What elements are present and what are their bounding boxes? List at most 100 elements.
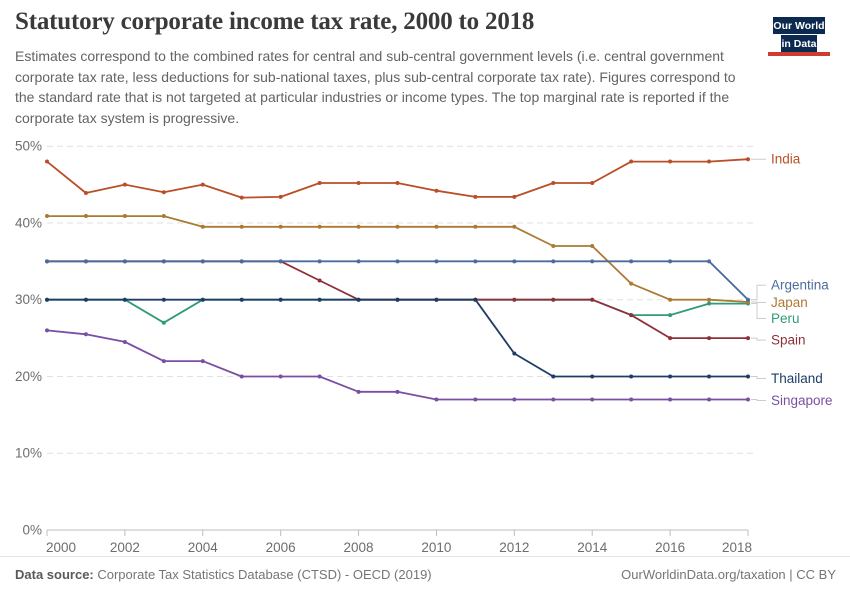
y-tick-label: 30% (15, 292, 42, 307)
series-label-argentina[interactable]: Argentina (771, 278, 829, 293)
data-point (161, 259, 166, 264)
data-point (551, 259, 556, 264)
data-point (317, 181, 322, 186)
data-point (590, 374, 595, 379)
data-point (83, 297, 88, 302)
data-point (395, 224, 400, 229)
data-point (278, 374, 283, 379)
page-title: Statutory corporate income tax rate, 200… (15, 8, 535, 35)
data-point (122, 259, 127, 264)
data-point (317, 259, 322, 264)
x-tick-label: 2016 (655, 540, 685, 555)
data-point (45, 159, 49, 164)
series-line-argentina[interactable] (46, 260, 749, 301)
chart-footer: Data source: Corporate Tax Statistics Da… (0, 556, 850, 600)
data-point (83, 332, 88, 337)
data-point (434, 188, 439, 193)
credit-link[interactable]: OurWorldinData.org/taxation | CC BY (621, 567, 836, 582)
x-tick-label: 2010 (421, 540, 451, 555)
data-point (668, 374, 673, 379)
data-point (434, 259, 439, 264)
data-point (239, 259, 244, 264)
series-label-india[interactable]: India (771, 152, 801, 167)
data-point (239, 374, 244, 379)
series-label-japan[interactable]: Japan (771, 295, 808, 310)
data-point (200, 182, 205, 187)
data-point (161, 214, 166, 219)
owid-logo-text: Our World in Data (773, 17, 825, 52)
data-point (746, 397, 750, 402)
data-point (239, 224, 244, 229)
series-label-singapore[interactable]: Singapore (771, 393, 833, 408)
data-point (278, 297, 283, 302)
data-point (707, 374, 712, 379)
series-line-peru[interactable] (46, 298, 749, 324)
data-point (629, 281, 634, 286)
x-tick-label: 2004 (188, 540, 219, 555)
series-line-india[interactable] (46, 158, 749, 199)
data-point (434, 224, 439, 229)
series-line-singapore[interactable] (46, 329, 749, 401)
y-tick-label: 20% (15, 369, 42, 384)
data-point (83, 214, 88, 219)
data-point (122, 339, 127, 344)
data-point (83, 259, 88, 264)
owid-logo[interactable]: Our World in Data (768, 16, 830, 56)
data-point (200, 359, 205, 364)
data-point (239, 195, 244, 200)
data-point (473, 297, 478, 302)
data-point (551, 181, 556, 186)
data-point (395, 181, 400, 186)
x-tick-label: 2002 (110, 540, 140, 555)
label-connector (751, 284, 766, 301)
data-point (122, 214, 127, 219)
data-point (200, 259, 205, 264)
series-label-peru[interactable]: Peru (771, 311, 800, 326)
data-point (395, 297, 400, 302)
data-point (278, 224, 283, 229)
data-point (746, 336, 750, 341)
data-point (629, 159, 634, 164)
data-point (122, 297, 127, 302)
series-label-thailand[interactable]: Thailand (771, 371, 823, 386)
data-point (45, 259, 49, 264)
label-connector (751, 399, 766, 402)
data-point (161, 190, 166, 195)
data-point (161, 297, 166, 302)
data-point (746, 297, 750, 302)
y-tick-label: 40% (15, 215, 42, 230)
series-label-spain[interactable]: Spain (771, 333, 806, 348)
data-point (590, 181, 595, 186)
data-source: Data source: Corporate Tax Statistics Da… (15, 567, 432, 582)
y-tick-label: 10% (15, 446, 42, 461)
data-point (200, 224, 205, 229)
series-line-japan[interactable] (46, 215, 749, 303)
data-source-label: Data source: (15, 567, 94, 582)
x-tick-label: 2012 (499, 540, 529, 555)
data-point (356, 224, 361, 229)
owid-logo-line1: Our World (773, 20, 825, 32)
data-point (317, 278, 322, 283)
data-point (161, 320, 166, 325)
data-point (551, 243, 556, 248)
x-tick-label: 2000 (46, 540, 76, 555)
data-point (278, 259, 283, 264)
data-point (707, 397, 712, 402)
data-point (512, 224, 517, 229)
data-point (317, 297, 322, 302)
data-point (707, 159, 712, 164)
data-point (590, 259, 595, 264)
data-point (512, 351, 517, 356)
data-point (551, 374, 556, 379)
data-point (551, 397, 556, 402)
data-point (629, 259, 634, 264)
data-point (356, 389, 361, 394)
data-point (512, 259, 517, 264)
label-connector (751, 375, 766, 379)
data-point (668, 397, 673, 402)
data-point (161, 359, 166, 364)
data-point (434, 397, 439, 402)
series-line-thailand[interactable] (46, 298, 749, 378)
data-point (512, 297, 517, 302)
